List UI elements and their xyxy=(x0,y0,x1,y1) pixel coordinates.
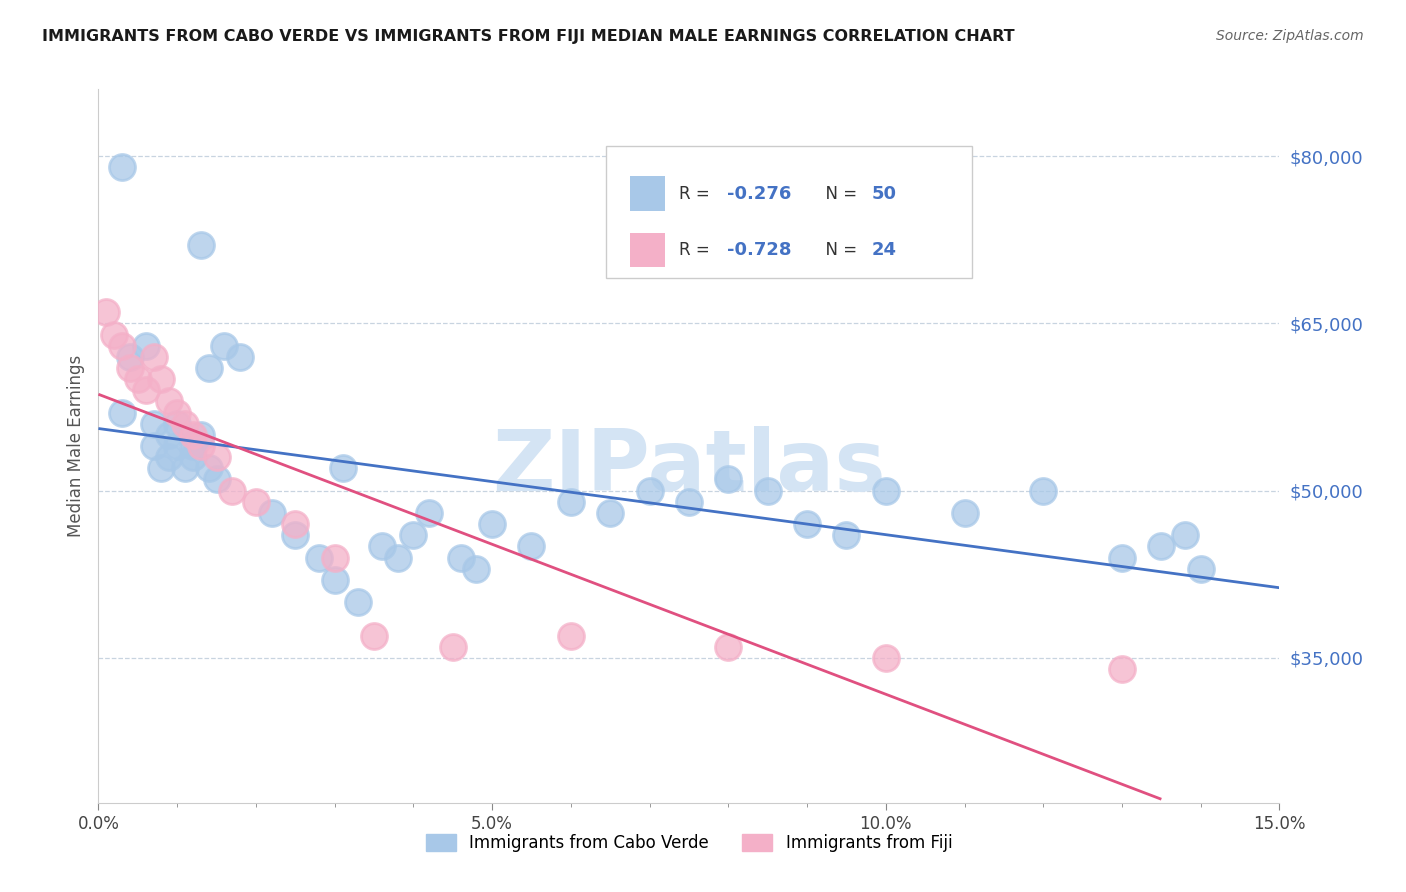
Point xyxy=(1032,483,1054,498)
Point xyxy=(135,384,157,398)
FancyBboxPatch shape xyxy=(630,233,665,267)
Point xyxy=(181,427,204,442)
Point xyxy=(323,573,346,587)
Point xyxy=(1150,539,1173,553)
Point xyxy=(402,528,425,542)
Point xyxy=(190,439,212,453)
Point xyxy=(1174,528,1197,542)
Point xyxy=(1189,562,1212,576)
Point xyxy=(481,517,503,532)
Point xyxy=(332,461,354,475)
Point xyxy=(142,350,165,364)
Point xyxy=(197,461,219,475)
Legend: Immigrants from Cabo Verde, Immigrants from Fiji: Immigrants from Cabo Verde, Immigrants f… xyxy=(419,827,959,859)
Point xyxy=(756,483,779,498)
Text: N =: N = xyxy=(815,241,863,259)
Point xyxy=(875,483,897,498)
Point xyxy=(638,483,661,498)
Point xyxy=(323,550,346,565)
Text: IMMIGRANTS FROM CABO VERDE VS IMMIGRANTS FROM FIJI MEDIAN MALE EARNINGS CORRELAT: IMMIGRANTS FROM CABO VERDE VS IMMIGRANTS… xyxy=(42,29,1015,44)
Point xyxy=(347,595,370,609)
Point xyxy=(308,550,330,565)
Point xyxy=(371,539,394,553)
Point xyxy=(205,450,228,465)
Point xyxy=(953,506,976,520)
Point xyxy=(118,361,141,376)
Point xyxy=(197,361,219,376)
Point xyxy=(174,417,197,431)
Point xyxy=(796,517,818,532)
Point xyxy=(157,394,180,409)
Point xyxy=(111,161,134,175)
Text: -0.728: -0.728 xyxy=(727,241,792,259)
Point xyxy=(284,528,307,542)
Point xyxy=(418,506,440,520)
Point xyxy=(1111,550,1133,565)
Point xyxy=(1111,662,1133,676)
Point xyxy=(96,305,118,319)
Point xyxy=(157,427,180,442)
Point xyxy=(260,506,283,520)
Point xyxy=(599,506,621,520)
Point xyxy=(387,550,409,565)
Point xyxy=(221,483,243,498)
Text: ZIPatlas: ZIPatlas xyxy=(492,425,886,509)
Point xyxy=(717,473,740,487)
Point xyxy=(450,550,472,565)
Point xyxy=(166,417,188,431)
Point xyxy=(118,350,141,364)
Point xyxy=(111,405,134,420)
Point xyxy=(150,372,173,386)
Point xyxy=(157,450,180,465)
Text: 50: 50 xyxy=(872,185,897,202)
Point xyxy=(205,473,228,487)
Point xyxy=(103,327,125,342)
Y-axis label: Median Male Earnings: Median Male Earnings xyxy=(66,355,84,537)
Point xyxy=(560,628,582,642)
Point xyxy=(142,417,165,431)
Point xyxy=(150,461,173,475)
Point xyxy=(465,562,488,576)
FancyBboxPatch shape xyxy=(630,177,665,211)
Point xyxy=(142,439,165,453)
Text: Source: ZipAtlas.com: Source: ZipAtlas.com xyxy=(1216,29,1364,43)
Point xyxy=(284,517,307,532)
Text: R =: R = xyxy=(679,241,716,259)
Point xyxy=(127,372,149,386)
Point xyxy=(363,628,385,642)
Point xyxy=(190,427,212,442)
Point xyxy=(520,539,543,553)
Point xyxy=(875,651,897,665)
FancyBboxPatch shape xyxy=(606,146,973,278)
Point xyxy=(174,461,197,475)
Point xyxy=(181,450,204,465)
Point xyxy=(835,528,858,542)
Point xyxy=(678,494,700,508)
Point xyxy=(441,640,464,654)
Point xyxy=(560,494,582,508)
Text: -0.276: -0.276 xyxy=(727,185,792,202)
Point xyxy=(135,338,157,352)
Text: R =: R = xyxy=(679,185,716,202)
Point xyxy=(245,494,267,508)
Point xyxy=(166,405,188,420)
Point xyxy=(717,640,740,654)
Text: 24: 24 xyxy=(872,241,897,259)
Point xyxy=(190,238,212,252)
Point xyxy=(229,350,252,364)
Point xyxy=(214,338,236,352)
Point xyxy=(166,439,188,453)
Text: N =: N = xyxy=(815,185,863,202)
Point xyxy=(111,338,134,352)
Point xyxy=(181,439,204,453)
